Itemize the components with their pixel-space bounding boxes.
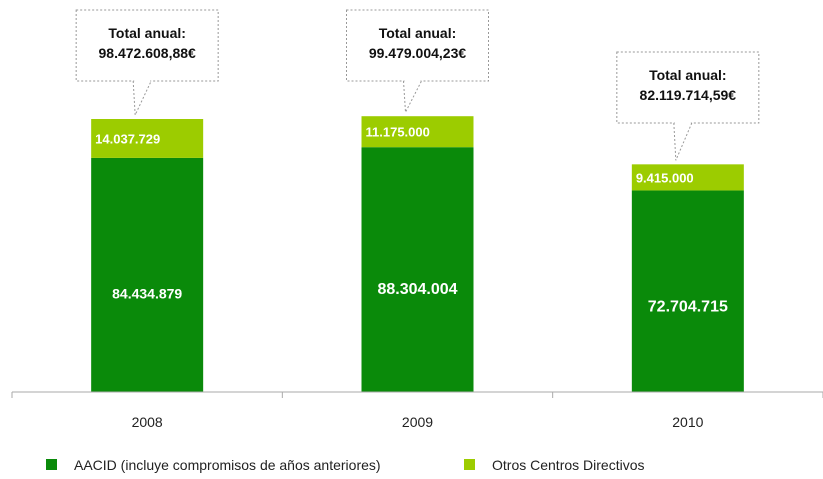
- callout-2008: Total anual: 98.472.608,88€: [75, 9, 219, 116]
- legend-item-aacid: AACID (incluye compromisos de años anter…: [46, 457, 381, 473]
- callout-box: [346, 9, 489, 82]
- x-tick-label-2008: 2008: [132, 414, 163, 430]
- x-tick-label-2010: 2010: [672, 414, 703, 430]
- bar-label-2009-otros: 11.175.000: [366, 125, 430, 140]
- callout-2010: Total anual: 82.119.714,59€: [616, 51, 760, 161]
- bars-layer: 84.434.879 14.037.729 88.304.004 11.175.000…: [91, 116, 744, 392]
- x-tick-label-2009: 2009: [402, 414, 433, 430]
- callout-pointer: [402, 80, 423, 115]
- callout-title: Total anual:: [649, 67, 727, 83]
- legend-swatch: [46, 459, 57, 470]
- legend-label: AACID (incluye compromisos de años anter…: [74, 457, 381, 473]
- callout-title: Total anual:: [108, 25, 186, 41]
- callout-box: [616, 51, 760, 124]
- bar-2008-aacid: [91, 157, 204, 392]
- callout-pointer: [132, 80, 152, 116]
- bar-label-2010-aacid: 72.704.715: [648, 298, 728, 315]
- callout-2009: Total anual: 99.479.004,23€: [346, 9, 489, 115]
- bar-label-2009-aacid: 88.304.004: [377, 281, 457, 298]
- callouts-layer: Total anual: 98.472.608,88€ Total anual: 99…: [75, 9, 760, 161]
- bar-label-2010-otros: 9.415.000: [636, 170, 694, 185]
- bar-2010-otros: [631, 164, 744, 191]
- callout-value: 82.119.714,59€: [640, 87, 737, 103]
- callout-value: 98.472.608,88€: [99, 45, 197, 61]
- callout-pointer: [673, 122, 693, 161]
- legend-swatch: [464, 459, 475, 470]
- bar-label-2008-otros: 14.037.729: [95, 131, 160, 146]
- x-axis: 2008 2009 2010: [11, 391, 823, 430]
- bar-label-2008-aacid: 84.434.879: [112, 285, 182, 301]
- legend-item-otros: Otros Centros Directivos: [464, 457, 644, 473]
- bar-2010-aacid: [631, 190, 744, 392]
- bar-2009-otros: [361, 116, 474, 148]
- callout-title: Total anual:: [379, 25, 457, 41]
- legend: AACID (incluye compromisos de años anter…: [46, 457, 644, 473]
- bar-2008-otros: [91, 119, 204, 158]
- callout-value: 99.479.004,23€: [369, 45, 467, 61]
- bar-2009-aacid: [361, 147, 474, 392]
- callout-box: [75, 9, 219, 82]
- legend-label: Otros Centros Directivos: [492, 457, 644, 473]
